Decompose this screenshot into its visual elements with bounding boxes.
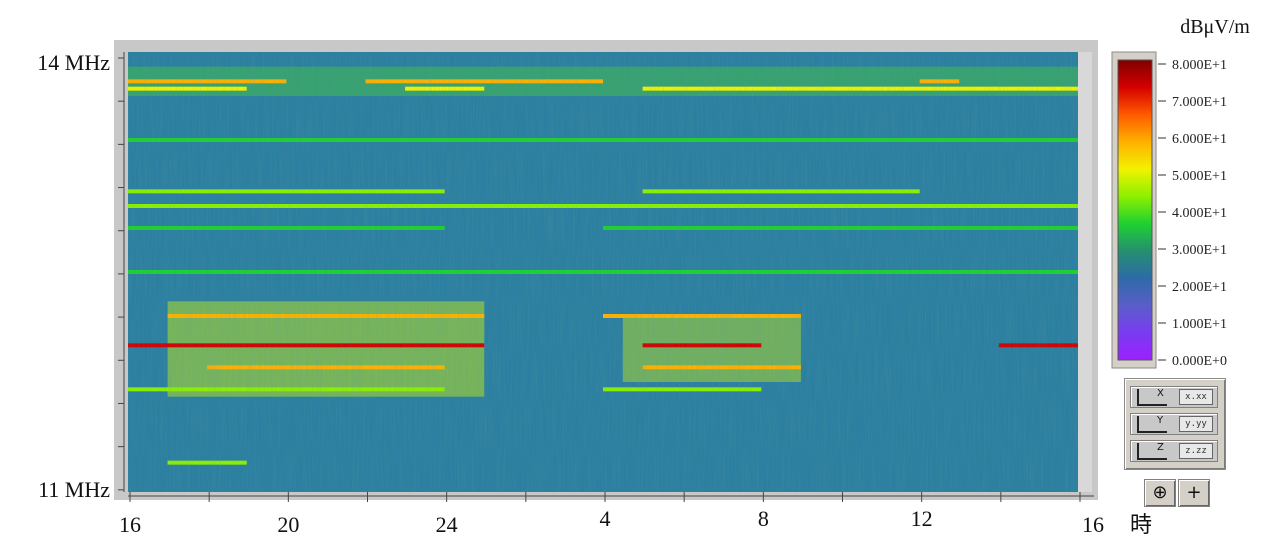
y-format-value: y.yy — [1179, 416, 1213, 432]
axis-scale-icon — [1137, 416, 1167, 433]
axis-scale-icon — [1137, 389, 1167, 406]
x-tick-label: 24 — [436, 512, 458, 537]
colorbar-gradient — [1117, 59, 1153, 361]
x-tick-label: 4 — [600, 506, 611, 531]
z-format-value: z.zz — [1179, 443, 1213, 459]
colorbar-tick-label: 7.000E+1 — [1172, 95, 1227, 110]
y-tick-label-bottom: 11 MHz — [38, 477, 110, 502]
y-tick-label-top: 14 MHz — [37, 50, 110, 75]
cursor-tool-button[interactable]: + — [1178, 479, 1210, 507]
x-tick-label: 20 — [277, 512, 299, 537]
crosshair-icon: + — [1186, 482, 1202, 503]
x-tick-label: 12 — [911, 506, 933, 531]
x-tick-label: 8 — [758, 506, 769, 531]
z-format-axis: Z — [1157, 442, 1164, 453]
x-axis-labels: 16 20 24 4 8 12 16 — [119, 506, 1104, 537]
colorbar-ticks: 8.000E+1 7.000E+1 6.000E+1 5.000E+1 4.000E+1… — [1158, 58, 1227, 369]
x-tick-label: 16 — [1082, 512, 1104, 537]
colorbar-tick-label: 0.000E+0 — [1172, 354, 1227, 369]
x-format-axis: X — [1157, 388, 1164, 399]
colorbar-tick-label: 4.000E+1 — [1172, 206, 1227, 221]
x-axis-ticks — [129, 492, 1081, 502]
zoom-icon: ⊕ — [1152, 482, 1168, 503]
colorbar-tick-label: 1.000E+1 — [1172, 317, 1227, 332]
heatmap-noise — [128, 52, 1078, 492]
x-axis-unit: 時 — [1130, 512, 1152, 537]
colorbar-tick-label: 8.000E+1 — [1172, 58, 1227, 73]
x-format-button[interactable]: X x.xx — [1130, 386, 1218, 408]
y-axis-ticks — [118, 57, 124, 491]
zoom-tool-button[interactable]: ⊕ — [1144, 479, 1176, 507]
z-format-button[interactable]: Z z.zz — [1130, 440, 1218, 462]
x-tick-label: 16 — [119, 512, 141, 537]
colorbar-tick-label: 2.000E+1 — [1172, 280, 1227, 295]
colorbar-unit-label: dBμV/m — [1180, 16, 1250, 38]
y-format-button[interactable]: Y y.yy — [1130, 413, 1218, 435]
plot-right-strip — [1078, 52, 1092, 492]
colorbar-tick-label: 6.000E+1 — [1172, 132, 1227, 147]
colorbar-tick-label: 3.000E+1 — [1172, 243, 1227, 258]
axis-scale-icon — [1137, 443, 1167, 460]
y-format-axis: Y — [1157, 415, 1164, 426]
x-format-value: x.xx — [1179, 389, 1213, 405]
colorbar-tick-label: 5.000E+1 — [1172, 169, 1227, 184]
